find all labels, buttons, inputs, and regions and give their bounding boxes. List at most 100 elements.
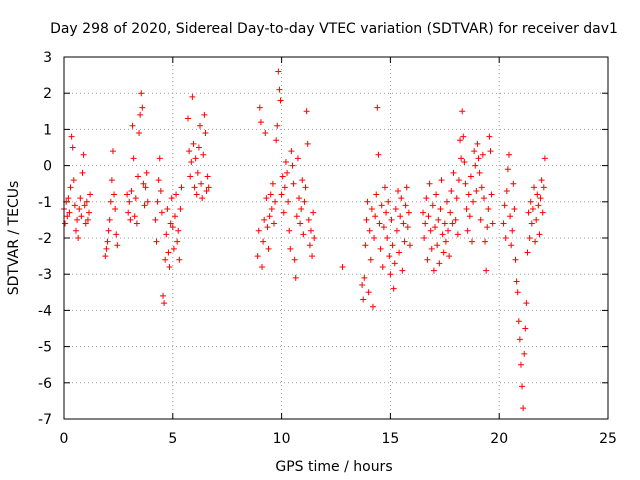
data-point xyxy=(364,198,371,205)
data-point xyxy=(83,198,90,205)
x-tick-label: 0 xyxy=(60,431,69,447)
data-point xyxy=(134,173,141,180)
data-point xyxy=(527,198,534,205)
data-point xyxy=(439,231,446,238)
data-point xyxy=(390,285,397,292)
y-tick-label: 2 xyxy=(43,86,52,102)
data-point xyxy=(423,195,430,202)
data-point xyxy=(380,224,387,231)
chart-title: Day 298 of 2020, Sidereal Day-to-day VTE… xyxy=(50,21,618,37)
data-point xyxy=(143,169,150,176)
data-point xyxy=(467,173,474,180)
data-point xyxy=(178,184,185,191)
data-point xyxy=(106,216,113,223)
data-point xyxy=(393,227,400,234)
data-point xyxy=(201,111,208,118)
data-point xyxy=(536,231,543,238)
data-point xyxy=(161,300,168,307)
data-point xyxy=(144,198,151,205)
data-point xyxy=(174,238,181,245)
data-point xyxy=(202,130,209,137)
data-point xyxy=(486,133,493,140)
data-point xyxy=(199,195,206,202)
data-point xyxy=(511,206,518,213)
plot-frame xyxy=(63,56,609,420)
data-point xyxy=(442,238,449,245)
y-tick-label: -3 xyxy=(38,267,52,283)
data-point xyxy=(274,122,281,129)
data-point xyxy=(385,198,392,205)
data-point xyxy=(459,108,466,115)
data-point xyxy=(168,195,175,202)
data-point xyxy=(275,68,282,75)
data-point xyxy=(465,191,472,198)
data-point xyxy=(515,318,522,325)
data-point xyxy=(473,187,480,194)
data-point xyxy=(464,227,471,234)
data-point xyxy=(432,224,439,231)
data-point xyxy=(153,238,160,245)
data-point xyxy=(302,184,309,191)
data-point xyxy=(458,155,465,162)
data-point xyxy=(103,245,110,252)
data-point xyxy=(304,140,311,147)
data-point xyxy=(112,206,119,213)
data-point xyxy=(533,216,540,223)
data-point xyxy=(427,227,434,234)
data-point xyxy=(169,224,176,231)
data-point xyxy=(375,151,382,158)
data-point xyxy=(187,173,194,180)
data-point xyxy=(67,184,74,191)
axis-ticks: 0 5 10 15 20 25 -7 -6 -5 -4 -3 -2 -1 0 1 2 3 xyxy=(38,50,617,447)
data-point xyxy=(395,187,402,194)
data-point xyxy=(263,195,270,202)
y-tick-label: 3 xyxy=(43,50,52,66)
data-point xyxy=(398,195,405,202)
data-point xyxy=(77,195,84,202)
data-point xyxy=(507,213,514,220)
data-point xyxy=(66,209,73,216)
data-point xyxy=(128,187,135,194)
data-point xyxy=(362,242,369,249)
data-point xyxy=(529,206,536,213)
data-point xyxy=(186,148,193,155)
data-point xyxy=(476,169,483,176)
data-point xyxy=(157,187,164,194)
data-point xyxy=(519,383,526,390)
data-point xyxy=(282,158,289,165)
data-point xyxy=(284,169,291,176)
data-point xyxy=(65,195,72,202)
data-point xyxy=(534,191,541,198)
data-point xyxy=(502,235,509,241)
data-point xyxy=(436,260,443,267)
data-point xyxy=(503,187,510,194)
data-point xyxy=(126,198,133,205)
data-point xyxy=(259,263,266,270)
data-point xyxy=(158,209,165,216)
data-point xyxy=(188,158,195,165)
data-point xyxy=(276,86,283,93)
data-point xyxy=(109,148,116,155)
data-point xyxy=(86,209,93,216)
data-point xyxy=(204,173,211,180)
data-point xyxy=(189,93,196,100)
data-point xyxy=(136,130,143,137)
data-point xyxy=(445,227,452,234)
data-point xyxy=(366,227,373,234)
data-point xyxy=(455,177,462,184)
data-point xyxy=(287,245,294,252)
y-tick-label: -6 xyxy=(38,376,52,392)
data-point xyxy=(426,180,433,187)
data-point xyxy=(392,206,399,213)
data-point xyxy=(420,209,427,216)
data-point xyxy=(175,227,182,234)
data-point xyxy=(403,184,410,191)
data-point xyxy=(139,104,146,111)
data-point xyxy=(462,180,469,187)
data-point xyxy=(517,361,524,368)
data-point xyxy=(306,242,313,249)
data-point xyxy=(466,213,473,220)
data-point xyxy=(255,227,262,234)
data-point xyxy=(311,235,318,241)
